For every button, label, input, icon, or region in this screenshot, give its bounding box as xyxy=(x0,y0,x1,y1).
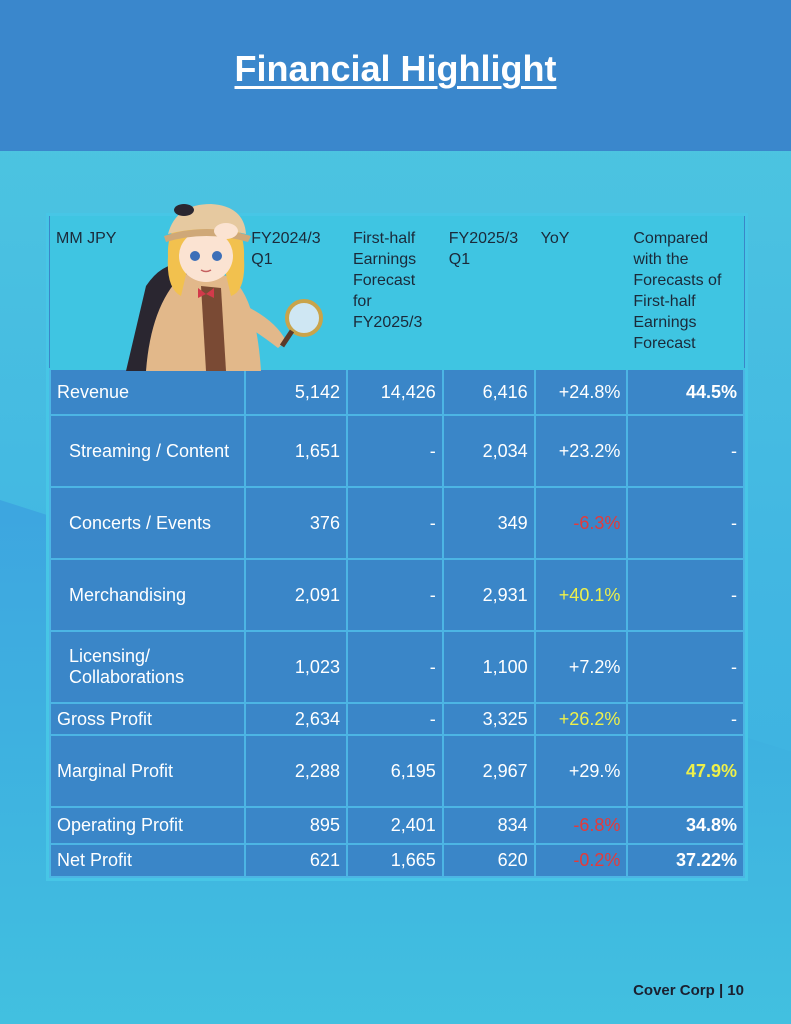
cell-fy2025-q1: 2,034 xyxy=(441,414,536,488)
cell-yoy: -6.8% xyxy=(533,806,629,845)
cell-fy2024-q1: 2,091 xyxy=(244,558,348,632)
header-yoy: YoY xyxy=(534,216,628,370)
cell-fy2025-q1: 620 xyxy=(441,843,536,878)
row-label: Marginal Profit xyxy=(48,734,247,808)
row-label: Licensing/ Collaborations xyxy=(48,630,247,704)
cell-yoy: +23.2% xyxy=(533,414,629,488)
table-row: Concerts / Events 376 - 349 -6.3% - xyxy=(48,486,745,560)
cell-compared: 47.9% xyxy=(626,734,745,808)
mascot-illustration xyxy=(126,204,323,371)
header-fy2025-q1: FY2025/3 Q1 xyxy=(442,216,535,370)
cell-compared: 37.22% xyxy=(626,843,745,878)
cell-forecast: - xyxy=(345,630,444,704)
cell-fy2025-q1: 6,416 xyxy=(441,368,536,416)
cell-forecast: - xyxy=(345,702,444,736)
cell-fy2024-q1: 2,634 xyxy=(244,702,348,736)
table-header-row: MM JPY xyxy=(50,204,744,371)
page-title: Financial Highlight xyxy=(234,48,557,89)
cell-forecast: 6,195 xyxy=(345,734,444,808)
header-fy2024-q1: FY2024/3 Q1 xyxy=(245,216,347,370)
row-label: Merchandising xyxy=(48,558,247,632)
cell-yoy: -6.3% xyxy=(533,486,629,560)
cell-compared: - xyxy=(626,414,745,488)
cell-compared: - xyxy=(626,630,745,704)
cell-yoy: -0.2% xyxy=(533,843,629,878)
table-row: Gross Profit 2,634 - 3,325 +26.2% - xyxy=(48,702,745,736)
cell-yoy: +24.8% xyxy=(533,368,629,416)
cell-compared: 34.8% xyxy=(626,806,745,845)
cell-fy2025-q1: 834 xyxy=(441,806,536,845)
row-label: Concerts / Events xyxy=(48,486,247,560)
header-compared: Compared with the Forecasts of First-hal… xyxy=(627,216,744,370)
financial-table-frame: MM JPY xyxy=(46,204,748,881)
table-row: Net Profit 621 1,665 620 -0.2% 37.22% xyxy=(48,843,745,878)
cell-forecast: - xyxy=(345,486,444,560)
cell-forecast: - xyxy=(345,558,444,632)
header-unit: MM JPY xyxy=(50,204,323,371)
cell-fy2025-q1: 349 xyxy=(441,486,536,560)
cell-yoy: +40.1% xyxy=(533,558,629,632)
cell-fy2024-q1: 1,023 xyxy=(244,630,348,704)
cell-compared: - xyxy=(626,486,745,560)
cell-yoy: +26.2% xyxy=(533,702,629,736)
cell-forecast: 14,426 xyxy=(345,368,444,416)
table-row: Revenue 5,142 14,426 6,416 +24.8% 44.5% xyxy=(48,368,745,416)
cell-fy2024-q1: 895 xyxy=(244,806,348,845)
cell-yoy: +7.2% xyxy=(533,630,629,704)
table-row: Streaming / Content 1,651 - 2,034 +23.2%… xyxy=(48,414,745,488)
table-row: Operating Profit 895 2,401 834 -6.8% 34.… xyxy=(48,806,745,845)
cell-compared: - xyxy=(626,558,745,632)
cell-forecast: 2,401 xyxy=(345,806,444,845)
header-unit-label: MM JPY xyxy=(56,230,117,247)
table-row: Licensing/ Collaborations 1,023 - 1,100 … xyxy=(48,630,745,704)
cell-fy2024-q1: 621 xyxy=(244,843,348,878)
cell-forecast: 1,665 xyxy=(345,843,444,878)
row-label: Revenue xyxy=(48,368,247,416)
cell-fy2025-q1: 2,931 xyxy=(441,558,536,632)
cell-fy2024-q1: 1,651 xyxy=(244,414,348,488)
row-label: Streaming / Content xyxy=(48,414,247,488)
row-label: Gross Profit xyxy=(48,702,247,736)
cell-fy2025-q1: 2,967 xyxy=(441,734,536,808)
header-forecast: First-half Earnings Forecast for FY2025/… xyxy=(346,216,443,370)
table-row: Merchandising 2,091 - 2,931 +40.1% - xyxy=(48,558,745,632)
cell-fy2025-q1: 3,325 xyxy=(441,702,536,736)
row-label: Operating Profit xyxy=(48,806,247,845)
cell-fy2025-q1: 1,100 xyxy=(441,630,536,704)
table-row: Marginal Profit 2,288 6,195 2,967 +29.% … xyxy=(48,734,745,808)
row-label: Net Profit xyxy=(48,843,247,878)
cell-compared: - xyxy=(626,702,745,736)
cell-fy2024-q1: 2,288 xyxy=(244,734,348,808)
cell-compared: 44.5% xyxy=(626,368,745,416)
cell-fy2024-q1: 376 xyxy=(244,486,348,560)
header-band xyxy=(0,0,791,151)
page-footer: Cover Corp | 10 xyxy=(633,982,744,999)
cell-fy2024-q1: 5,142 xyxy=(244,368,348,416)
financial-table: MM JPY xyxy=(48,204,745,878)
cell-forecast: - xyxy=(345,414,444,488)
cell-yoy: +29.% xyxy=(533,734,629,808)
